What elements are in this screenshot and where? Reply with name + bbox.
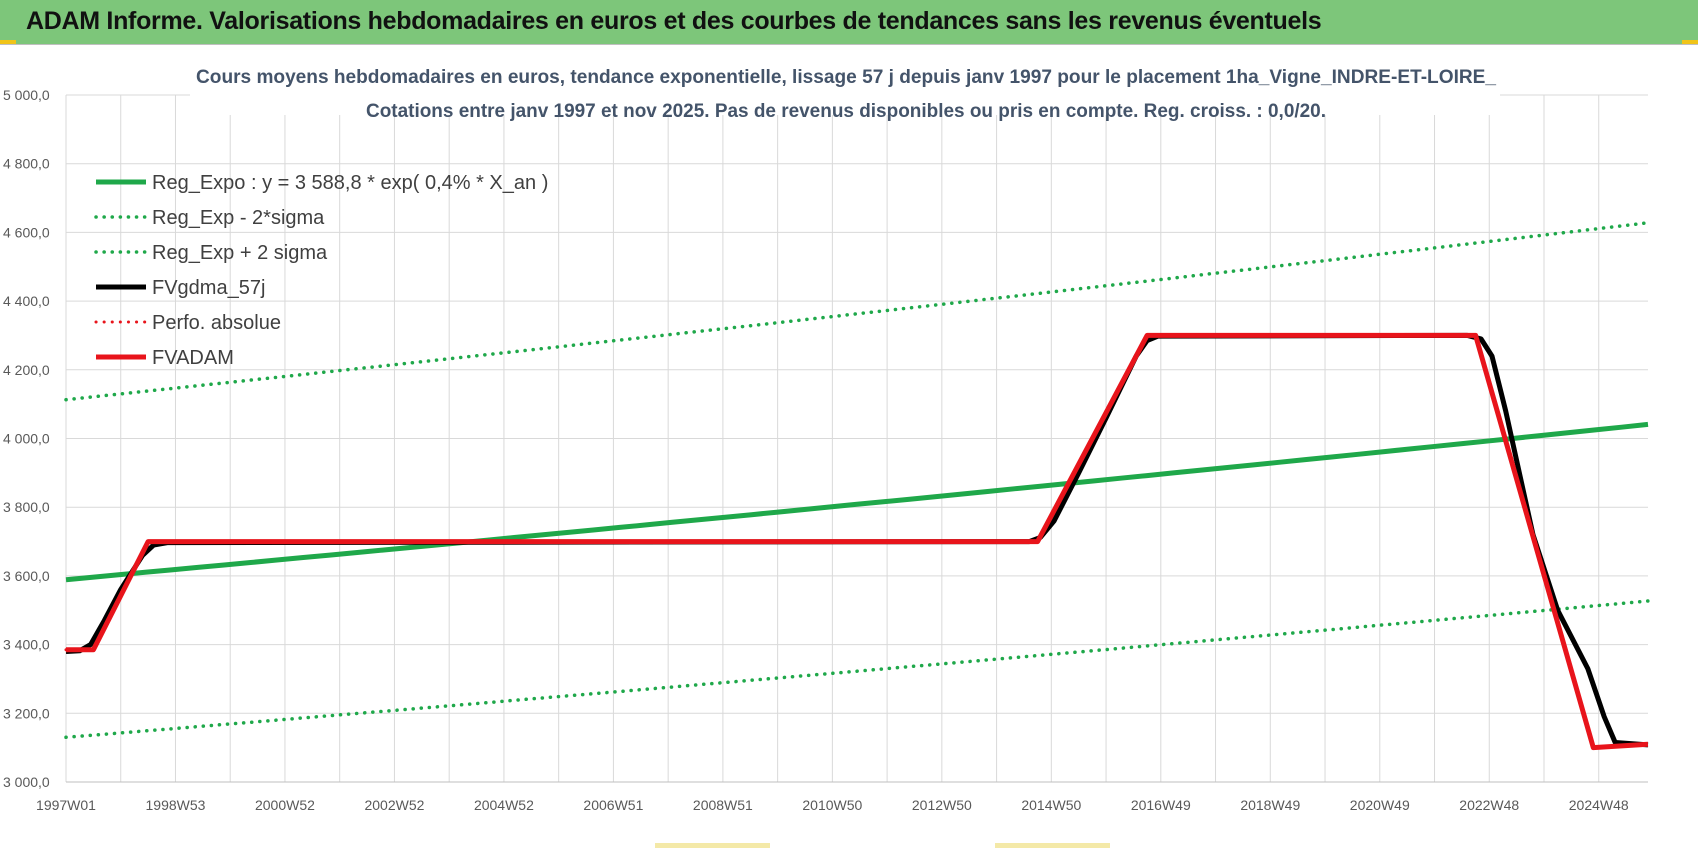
series-line-1 <box>65 421 1649 583</box>
x-tick-label: 2020W49 <box>1350 797 1410 813</box>
x-tick-label: 2010W50 <box>802 797 862 813</box>
y-tick-label: 3 400,0 <box>3 637 50 653</box>
y-tick-label: 3 800,0 <box>3 499 50 515</box>
bottom-strip-right <box>995 843 1110 848</box>
corner-marker-left <box>0 40 16 45</box>
series-line-6 <box>66 332 1649 751</box>
y-tick-label: 4 600,0 <box>3 224 50 240</box>
header-bar: ADAM Informe. Valorisations hebdomadaire… <box>0 0 1698 45</box>
legend-label-4: FVgdma_57j <box>152 277 265 299</box>
legend-label-6: FVADAM <box>152 347 234 369</box>
page-title: ADAM Informe. Valorisations hebdomadaire… <box>26 7 1322 35</box>
x-tick-label: 2004W52 <box>474 797 534 813</box>
y-tick-label: 4 000,0 <box>3 431 50 447</box>
y-tick-label: 4 400,0 <box>3 293 50 309</box>
y-tick-label: 3 600,0 <box>3 568 50 584</box>
legend-label-2: Reg_Exp - 2*sigma <box>152 207 325 229</box>
bottom-strip-left <box>655 843 770 848</box>
y-tick-label: 4 200,0 <box>3 362 50 378</box>
x-tick-label: 2008W51 <box>693 797 753 813</box>
legend-label-1: Reg_Expo : y = 3 588,8 * exp( 0,4% * X_a… <box>152 172 548 194</box>
x-tick-label: 2018W49 <box>1240 797 1300 813</box>
chart-title: Cours moyens hebdomadaires en euros, ten… <box>196 67 1496 88</box>
trend-chart: 3 000,0 3 200,0 3 400,0 3 600,0 3 800,0 4 000… <box>3 59 1650 813</box>
legend-label-3: Reg_Exp + 2 sigma <box>152 242 328 264</box>
corner-marker-right <box>1682 40 1698 45</box>
chart-subtitle: Cotations entre janv 1997 et nov 2025. P… <box>366 101 1326 122</box>
x-tick-label: 1997W01 <box>36 797 96 813</box>
y-tick-label: 3 000,0 <box>3 774 50 790</box>
y-tick-label: 3 200,0 <box>3 705 50 721</box>
title-backdrop <box>190 59 1500 115</box>
x-tick-label: 2022W48 <box>1459 797 1519 813</box>
x-tick-label: 1998W53 <box>146 797 206 813</box>
x-tick-label: 2024W48 <box>1569 797 1629 813</box>
x-tick-label: 2000W52 <box>255 797 315 813</box>
x-tick-label: 2014W50 <box>1021 797 1081 813</box>
x-tick-label: 2006W51 <box>583 797 643 813</box>
legend-label-5: Perfo. absolue <box>152 312 281 334</box>
y-tick-label: 4 800,0 <box>3 156 50 172</box>
x-tick-label: 2016W49 <box>1131 797 1191 813</box>
y-tick-label: 5 000,0 <box>3 87 50 103</box>
series-line-2 <box>64 599 1650 740</box>
x-tick-label: 2012W50 <box>912 797 972 813</box>
chart-frame: 3 000,0 3 200,0 3 400,0 3 600,0 3 800,0 4 000… <box>0 44 1698 849</box>
x-tick-label: 2002W52 <box>364 797 424 813</box>
